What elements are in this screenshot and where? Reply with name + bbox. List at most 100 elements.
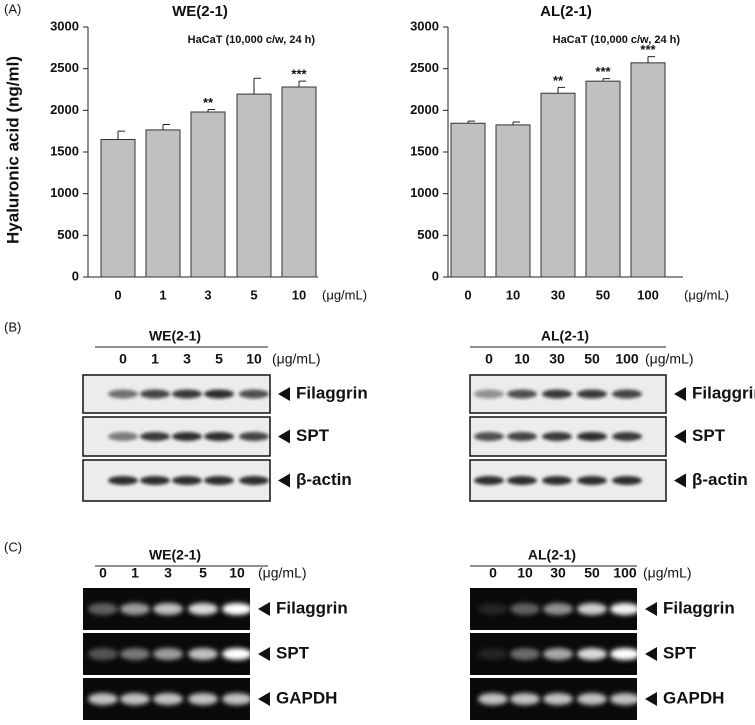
band bbox=[222, 648, 252, 660]
y-tick-label: 3000 bbox=[50, 18, 79, 33]
dose-label: 100 bbox=[613, 565, 637, 581]
panel-label: (A) bbox=[4, 1, 21, 16]
error-bar bbox=[467, 120, 475, 124]
band bbox=[172, 389, 202, 399]
band bbox=[188, 648, 218, 660]
band bbox=[542, 389, 572, 399]
significance: *** bbox=[640, 42, 656, 57]
x-tick-label: 0 bbox=[114, 287, 121, 302]
band bbox=[474, 432, 504, 441]
band bbox=[188, 603, 218, 615]
x-axis-label: (μg/mL) bbox=[322, 287, 367, 302]
band bbox=[474, 389, 504, 399]
bar bbox=[236, 93, 272, 278]
panel-label: (B) bbox=[4, 319, 21, 334]
band-label: β-actin bbox=[296, 470, 352, 489]
arrow bbox=[258, 692, 270, 706]
x-tick-label: 5 bbox=[250, 287, 257, 302]
y-tick-label: 0 bbox=[72, 268, 79, 283]
bar bbox=[585, 80, 621, 278]
unit-label: (μg/mL) bbox=[643, 565, 692, 581]
arrow bbox=[278, 473, 290, 488]
x-axis-label: (μg/mL) bbox=[684, 287, 729, 302]
x-tick-label: 0 bbox=[464, 287, 471, 302]
band bbox=[222, 693, 252, 705]
band bbox=[153, 648, 183, 660]
annotation: HaCaT (10,000 c/w, 24 h) bbox=[553, 34, 681, 46]
arrow bbox=[674, 429, 686, 444]
error-bar bbox=[512, 121, 520, 125]
band bbox=[140, 476, 170, 485]
bar bbox=[540, 92, 576, 278]
dose-label: 50 bbox=[584, 565, 600, 581]
dose-label: 30 bbox=[550, 565, 566, 581]
band bbox=[478, 693, 508, 705]
panel-label: (C) bbox=[4, 539, 22, 554]
arrow bbox=[278, 429, 290, 444]
y-tick-label: 500 bbox=[57, 227, 79, 242]
band bbox=[108, 476, 138, 485]
band bbox=[120, 648, 150, 660]
x-tick-label: 1 bbox=[159, 287, 166, 302]
x-tick-label: 30 bbox=[551, 287, 565, 302]
dose-label: 50 bbox=[584, 351, 600, 367]
y-tick-label: 2500 bbox=[410, 60, 439, 75]
arrow bbox=[278, 387, 290, 401]
dose-label: 5 bbox=[199, 565, 207, 581]
band bbox=[507, 432, 537, 441]
unit-label: (μg/mL) bbox=[258, 565, 307, 581]
dose-label: 3 bbox=[183, 351, 191, 367]
y-tick-label: 2000 bbox=[410, 102, 439, 117]
band bbox=[478, 603, 508, 615]
band bbox=[542, 476, 572, 485]
band bbox=[510, 648, 540, 660]
x-tick-label: 10 bbox=[506, 287, 520, 302]
arrow bbox=[645, 602, 657, 616]
band bbox=[120, 693, 150, 705]
band bbox=[108, 432, 138, 441]
bar bbox=[495, 124, 531, 278]
band bbox=[204, 389, 234, 399]
dose-label: 10 bbox=[246, 351, 262, 367]
band bbox=[140, 389, 170, 399]
dose-label: 30 bbox=[549, 351, 565, 367]
band bbox=[610, 603, 640, 615]
bar bbox=[630, 62, 666, 278]
bar bbox=[190, 111, 226, 278]
band bbox=[612, 432, 642, 441]
arrow bbox=[674, 473, 686, 488]
band-label: Filaggrin bbox=[663, 598, 735, 617]
bar bbox=[281, 86, 317, 278]
chart-title: WE(2-1) bbox=[172, 3, 228, 20]
band bbox=[577, 648, 607, 660]
y-tick-label: 2500 bbox=[50, 60, 79, 75]
y-tick-label: 500 bbox=[417, 227, 439, 242]
y-axis-label: Hyaluronic acid (ng/ml) bbox=[3, 56, 22, 244]
arrow bbox=[258, 602, 270, 616]
band bbox=[188, 693, 218, 705]
band bbox=[543, 603, 573, 615]
dose-label: 0 bbox=[99, 565, 107, 581]
x-tick-label: 3 bbox=[204, 287, 211, 302]
band bbox=[577, 432, 607, 441]
dose-label: 1 bbox=[151, 351, 159, 367]
dose-label: 0 bbox=[489, 565, 497, 581]
significance: ** bbox=[203, 95, 214, 110]
y-tick-label: 2000 bbox=[50, 102, 79, 117]
bar bbox=[450, 122, 486, 278]
y-tick-label: 0 bbox=[432, 268, 439, 283]
band bbox=[577, 476, 607, 485]
arrow bbox=[645, 692, 657, 706]
dose-label: 0 bbox=[485, 351, 493, 367]
band-label: Filaggrin bbox=[296, 383, 368, 402]
dose-label: 3 bbox=[164, 565, 172, 581]
band-label: Filaggrin bbox=[276, 598, 348, 617]
band bbox=[577, 693, 607, 705]
band bbox=[140, 432, 170, 441]
dose-label: 0 bbox=[119, 351, 127, 367]
band-label: Filaggrin bbox=[692, 383, 755, 402]
y-tick-label: 3000 bbox=[410, 18, 439, 33]
error-bar bbox=[602, 78, 610, 82]
band bbox=[88, 693, 118, 705]
